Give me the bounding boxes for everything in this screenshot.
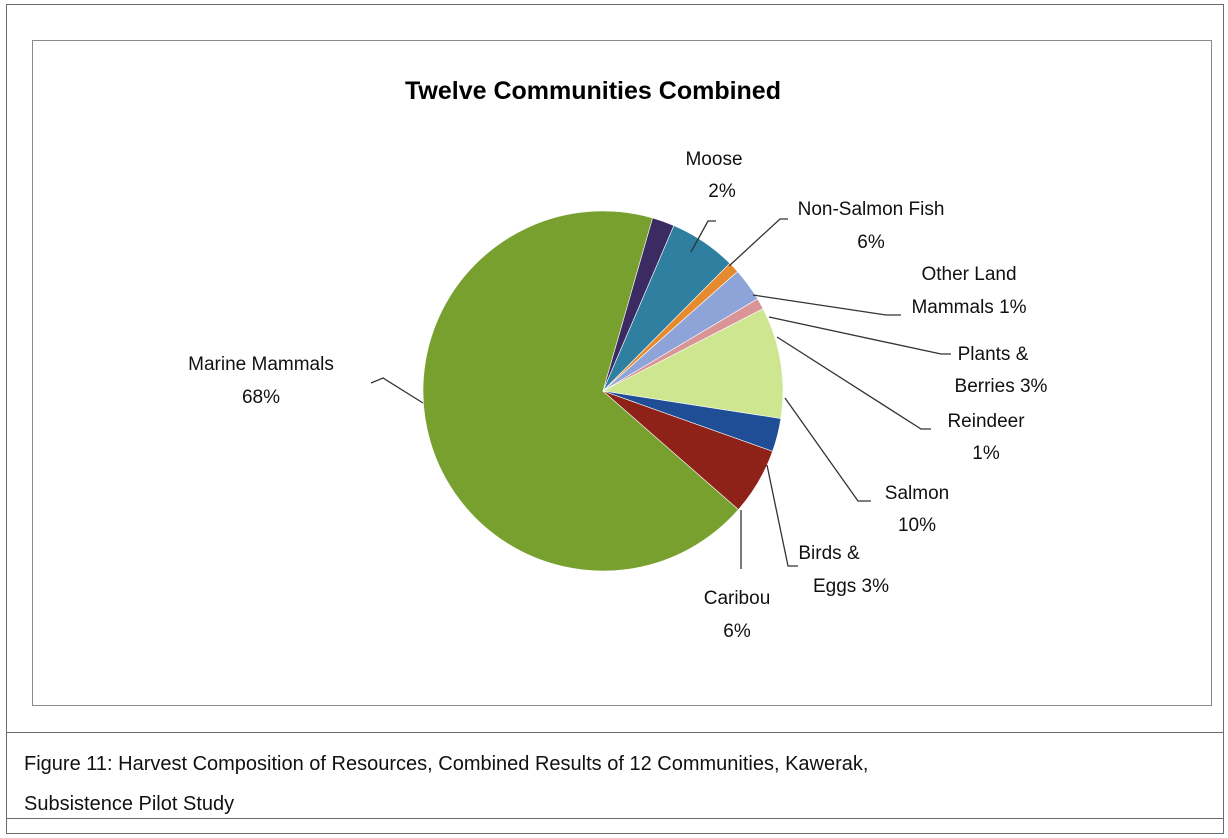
label-salmon-name: Salmon: [885, 483, 949, 504]
caption-line-2: Subsistence Pilot Study: [24, 793, 235, 815]
figure-caption: Figure 11: Harvest Composition of Resour…: [24, 744, 1204, 824]
caption-line-1: Figure 11: Harvest Composition of Resour…: [24, 753, 869, 775]
caption-divider: [6, 732, 1224, 733]
label-birds-eggs-pct: Eggs 3%: [813, 576, 889, 597]
pie-slices: [422, 210, 784, 572]
label-non-salmon-fish-pct: 6%: [857, 232, 885, 253]
label-caribou-name: Caribou: [704, 588, 771, 609]
pie-slice-marine-mammals: [422, 210, 739, 572]
label-caribou-pct: 6%: [723, 621, 751, 642]
label-other-land-mammals-name: Other Land: [921, 264, 1016, 285]
leader-plants-berries: [768, 316, 951, 355]
chart-title: Twelve Communities Combined: [405, 77, 781, 105]
label-moose-name: Moose: [685, 149, 742, 170]
leader-salmon: [784, 397, 871, 502]
label-non-salmon-fish-name: Non-Salmon Fish: [798, 199, 945, 220]
label-moose-pct: 2%: [708, 181, 736, 202]
leader-other-land-mammals: [752, 294, 901, 316]
leader-reindeer: [776, 336, 931, 430]
pie-slice-caribou: [602, 390, 773, 510]
pie-chart: Twelve Communities Combined Marine Mamma…: [188, 77, 1048, 642]
chart-area: Twelve Communities Combined Marine Mamma…: [32, 40, 1212, 706]
label-marine-mammals-name: Marine Mammals: [188, 354, 334, 375]
figure-border: [6, 4, 1224, 834]
label-other-land-mammals-pct: Mammals 1%: [911, 297, 1026, 318]
label-reindeer-name: Reindeer: [947, 411, 1025, 432]
pie-slice-salmon: [602, 308, 784, 419]
label-salmon-pct: 10%: [898, 515, 936, 536]
label-plants-berries-name: Plants &: [958, 344, 1029, 365]
leader-birds-eggs: [766, 464, 798, 567]
label-reindeer-pct: 1%: [972, 443, 1000, 464]
bottom-divider: [6, 818, 1224, 819]
label-marine-mammals-pct: 68%: [242, 387, 280, 408]
label-plants-berries-pct: Berries 3%: [955, 376, 1048, 397]
leader-non-salmon-fish: [728, 218, 788, 267]
label-birds-eggs-name: Birds &: [798, 543, 860, 564]
leader-marine-mammals: [370, 377, 424, 404]
leader-moose: [690, 220, 716, 253]
